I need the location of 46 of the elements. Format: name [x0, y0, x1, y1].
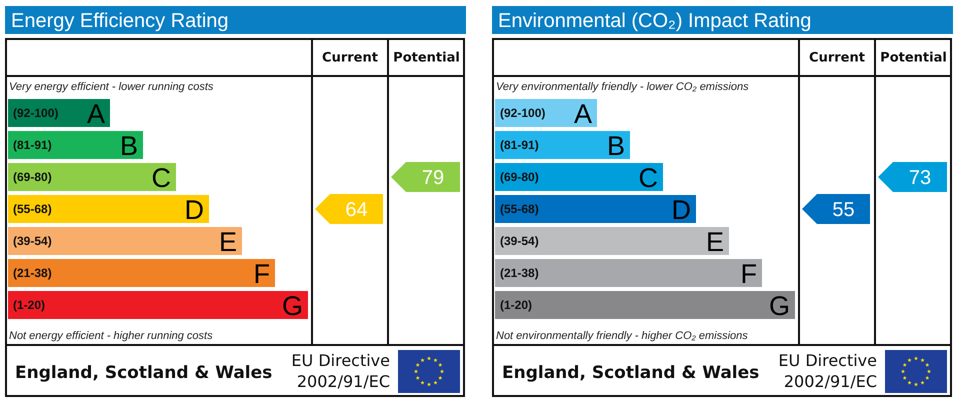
data-label: 79: [422, 167, 444, 189]
category-label: (1-20): [500, 298, 532, 312]
text: C: [638, 163, 658, 193]
text: Not environmentally friendly - higher CO₂ emissions: [496, 330, 748, 342]
text: D: [184, 195, 204, 225]
category-label: (21-38): [500, 266, 539, 280]
category-label: (92-100): [500, 106, 546, 120]
category-label: (1-20): [13, 298, 46, 312]
category-label: (81-91): [500, 138, 539, 152]
text: Very environmentally friendly - lower CO₂ emissions: [496, 81, 750, 93]
category-label: (69-80): [500, 170, 539, 184]
text: England, Scotland & Wales: [502, 363, 760, 383]
category-label: (81-91): [13, 138, 52, 152]
text: G: [282, 291, 303, 321]
text: Not energy efficient - higher running costs: [9, 330, 214, 342]
text: Current: [809, 50, 865, 66]
text: EU Directive 2002/91/EC: [291, 351, 390, 391]
text: D: [672, 195, 691, 225]
data-label: 64: [345, 199, 368, 221]
text: A: [574, 99, 592, 129]
text: England, Scotland & Wales: [15, 363, 272, 383]
category-label: (21-38): [13, 266, 52, 280]
text: A: [86, 99, 105, 129]
text: Very energy efficient - lower running costs: [9, 81, 214, 93]
text: B: [606, 131, 625, 161]
text: EU Directive 2002/91/EC: [778, 351, 877, 391]
category-label: (92-100): [13, 106, 58, 120]
text: Potential: [880, 50, 947, 66]
text: G: [768, 291, 790, 321]
text: C: [152, 163, 171, 193]
text: Potential: [393, 50, 460, 66]
category-label: (39-54): [13, 234, 52, 248]
text: Energy Efficiency Rating: [11, 10, 229, 32]
text: F: [740, 259, 757, 289]
text: B: [120, 131, 138, 161]
text: Environmental (CO₂) Impact Rating: [498, 10, 812, 32]
data-label: 73: [908, 167, 932, 189]
data-label: 55: [832, 199, 855, 221]
text: F: [254, 259, 270, 289]
category-label: (55-68): [500, 202, 539, 216]
text: E: [218, 227, 237, 257]
category-label: (55-68): [13, 202, 52, 216]
text: E: [706, 227, 724, 257]
category-label: (39-54): [500, 234, 539, 248]
category-label: (69-80): [13, 170, 52, 184]
text: Current: [322, 50, 378, 66]
